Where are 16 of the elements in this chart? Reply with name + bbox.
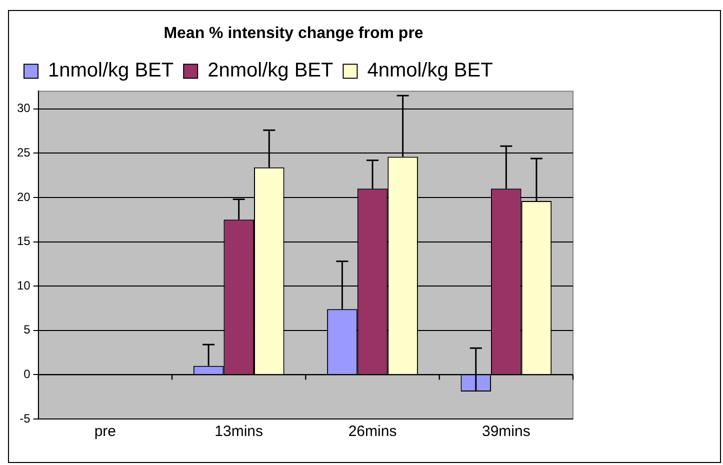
x-tick-label: pre: [94, 423, 116, 440]
y-tick-label: 0: [24, 367, 31, 382]
x-tick-label: 39mins: [482, 423, 530, 440]
legend-label: 4nmol/kg BET: [367, 60, 493, 82]
x-tick-label: 13mins: [214, 423, 264, 440]
y-tick-label: 5: [24, 322, 31, 337]
x-tick-label: 26mins: [348, 423, 397, 440]
y-tick-label: 20: [16, 190, 31, 204]
legend-label: 1nmol/kg BET: [48, 60, 174, 82]
y-tick-label: 25: [16, 146, 31, 160]
y-tick-label: -5: [20, 411, 31, 426]
y-tick-label: 10: [16, 278, 31, 292]
y-tick-label: 30: [16, 101, 31, 116]
legend-label: 2nmol/kg BET: [208, 60, 334, 82]
chart-title: Mean % intensity change from pre: [164, 25, 424, 42]
y-tick-label: 15: [16, 234, 31, 248]
